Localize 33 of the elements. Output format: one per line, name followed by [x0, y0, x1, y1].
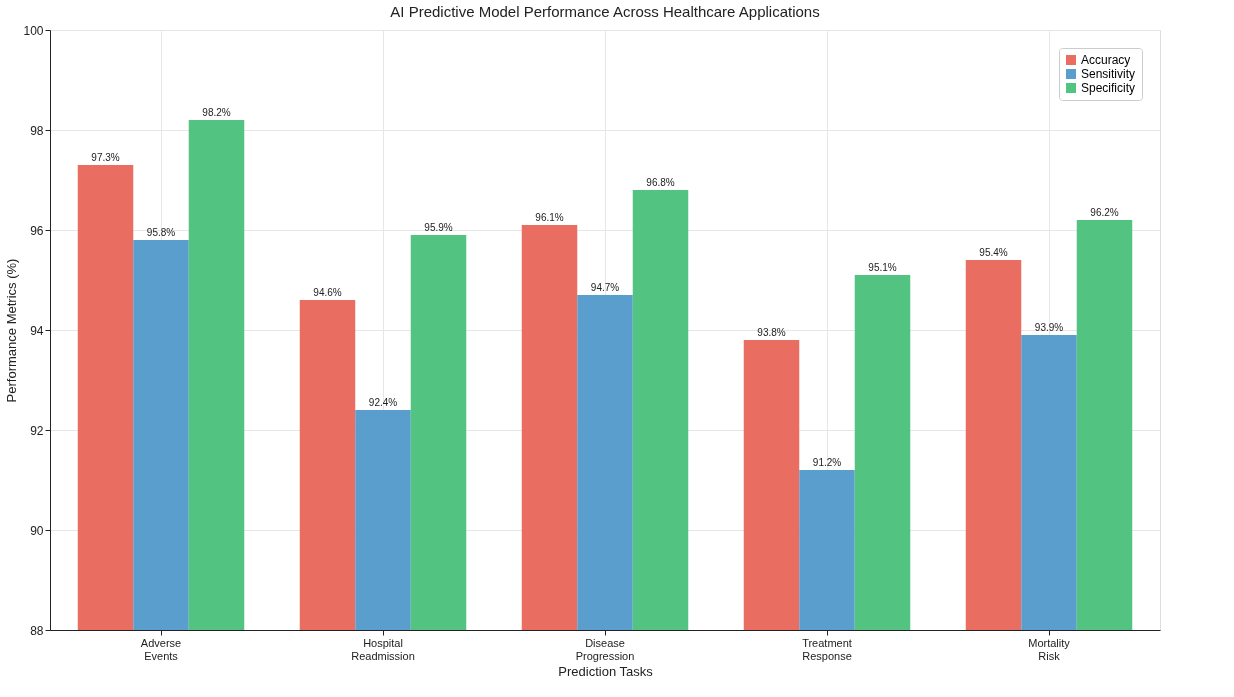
data-label: 93.8%: [757, 327, 786, 338]
data-label: 95.1%: [868, 262, 897, 273]
y-tick-label: 88: [30, 623, 44, 638]
x-tick-label: Hospital Readmission: [351, 636, 415, 662]
data-label: 98.2%: [202, 107, 231, 118]
data-label: 94.6%: [313, 287, 342, 298]
legend-label: Sensitivity: [1081, 67, 1136, 81]
y-tick-label: 92: [30, 423, 44, 438]
y-tick-label: 98: [30, 123, 44, 138]
x-tick-label: Treatment Response: [802, 636, 852, 662]
data-label: 96.2%: [1090, 207, 1119, 218]
data-label: 96.1%: [535, 212, 564, 223]
data-label: 97.3%: [91, 152, 120, 163]
data-label: 95.9%: [424, 222, 453, 233]
x-axis-title: Prediction Tasks: [558, 663, 654, 679]
y-tick-label: 94: [30, 323, 44, 338]
data-label: 94.7%: [590, 282, 620, 293]
data-label: 95.8%: [146, 227, 176, 238]
x-tick-label: Mortality Risk: [1028, 636, 1071, 662]
y-tick-label: 100: [23, 23, 44, 38]
y-tick-label: 96: [30, 223, 44, 238]
legend-label: Specificity: [1081, 81, 1136, 95]
data-label: 96.8%: [646, 177, 675, 188]
legend-label: Accuracy: [1081, 53, 1131, 67]
data-label: 91.2%: [812, 457, 842, 468]
x-tick-label: Adverse Events: [140, 636, 182, 662]
y-axis-title: Performance Metrics (%): [4, 258, 20, 403]
data-label: 95.4%: [979, 247, 1008, 258]
y-tick-label: 90: [30, 523, 44, 538]
x-tick-label: Disease Progression: [575, 636, 635, 662]
data-label: 93.9%: [1034, 322, 1064, 333]
data-label: 92.4%: [368, 397, 398, 408]
chart-title: AI Predictive Model Performance Across Healthcare Applications: [390, 3, 820, 20]
